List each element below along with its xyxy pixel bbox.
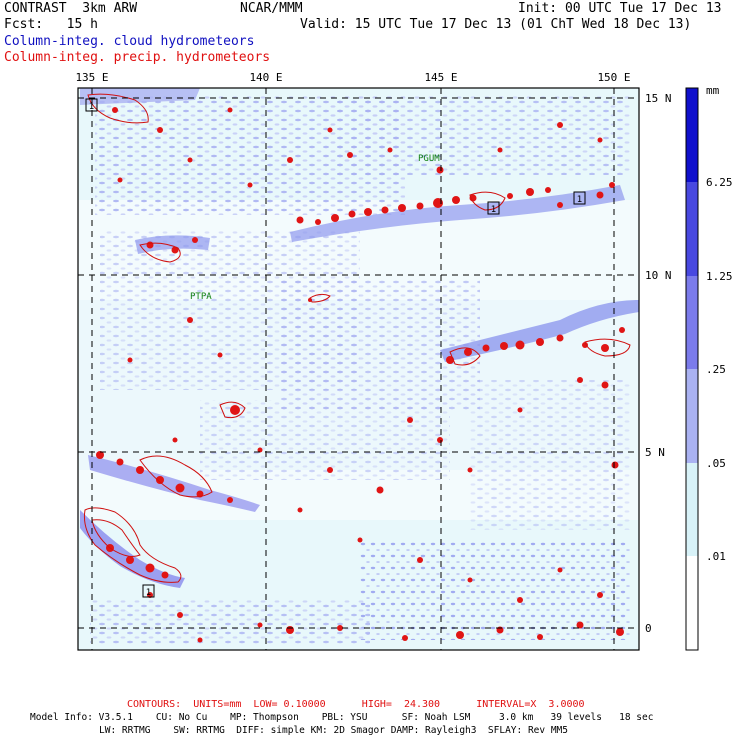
- lat-label: 0: [645, 622, 652, 635]
- lat-label: 15 N: [645, 92, 672, 105]
- box-marker: [85, 98, 98, 112]
- cloud-field: [78, 88, 639, 650]
- lon-label: 150 E: [597, 71, 630, 84]
- station-pgum: PGUM: [418, 154, 440, 164]
- box-marker-label: 1: [491, 205, 496, 215]
- lat-label: 10 N: [645, 269, 672, 282]
- colorbar-label: 1.25: [706, 270, 733, 283]
- lon-label: 145 E: [424, 71, 457, 84]
- model-title: CONTRAST 3km ARW: [4, 1, 138, 16]
- model-info-line-1: Model Info: V3.5.1 CU: No Cu MP: Thompso…: [30, 712, 654, 723]
- station-ptpa: PTPA: [190, 292, 212, 302]
- box-marker: [487, 201, 500, 215]
- box-marker-label: 1: [146, 588, 151, 598]
- init-time: Init: 00 UTC Tue 17 Dec 13: [518, 1, 722, 16]
- colorbar-swatch: [686, 276, 698, 369]
- lon-label: 135 E: [75, 71, 108, 84]
- colorbar: [685, 87, 699, 651]
- valid-time: Valid: 15 UTC Tue 17 Dec 13 (01 ChT Wed …: [300, 17, 692, 32]
- colorbar-label: .05: [706, 457, 726, 470]
- box-markers: [85, 98, 586, 598]
- lon-label: 140 E: [249, 71, 282, 84]
- organization: NCAR/MMM: [240, 1, 303, 16]
- colorbar-swatch: [686, 88, 698, 182]
- colorbar-unit: mm: [706, 84, 720, 97]
- colorbar-label: .01: [706, 550, 726, 563]
- field-cloud-label: Column-integ. cloud hydrometeors: [4, 34, 255, 49]
- plot-frame: [77, 87, 640, 651]
- field-precip-label: Column-integ. precip. hydrometeors: [4, 50, 271, 65]
- colorbar-swatch: [686, 463, 698, 556]
- colorbar-swatch: [686, 369, 698, 463]
- colorbar-label: .25: [706, 363, 726, 376]
- box-marker-label: 1: [577, 195, 582, 205]
- contours-info: CONTOURS: UNITS=mm LOW= 0.10000 HIGH= 24…: [127, 699, 585, 710]
- forecast-hour: Fcst: 15 h: [4, 17, 98, 32]
- lat-label: 5 N: [645, 446, 665, 459]
- box-marker-label: 1: [89, 102, 94, 112]
- colorbar-swatch: [686, 556, 698, 650]
- precip-field: [96, 107, 625, 643]
- colorbar-label: 6.25: [706, 176, 733, 189]
- box-marker: [573, 191, 586, 205]
- box-marker: [142, 584, 155, 598]
- model-info-line-2: LW: RRTMG SW: RRTMG DIFF: simple KM: 2D …: [99, 725, 568, 736]
- colorbar-swatch: [686, 182, 698, 276]
- precip-contours: [84, 93, 631, 583]
- lat-lon-grid: [78, 88, 639, 650]
